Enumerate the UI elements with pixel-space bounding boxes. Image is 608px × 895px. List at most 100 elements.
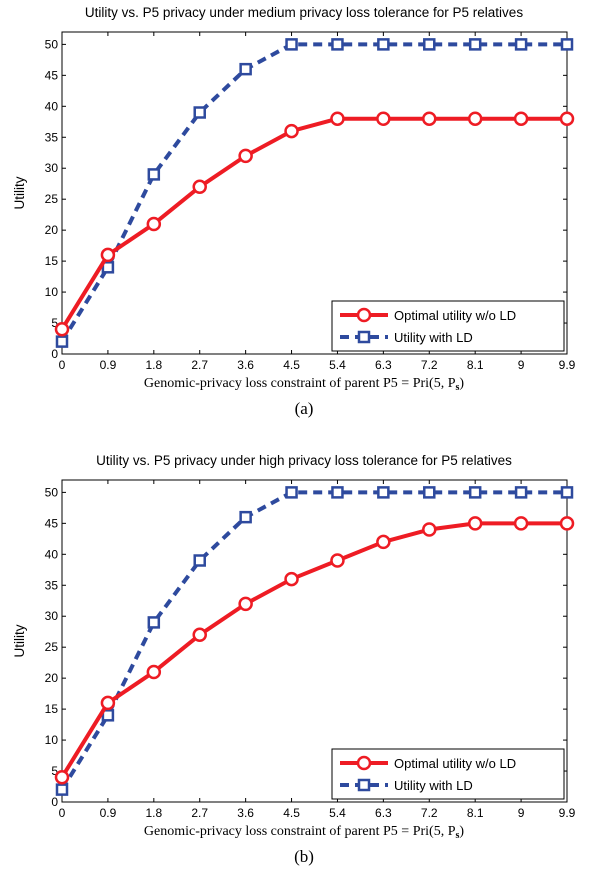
y-tick-label: 10 [45,285,59,299]
y-tick-label: 0 [51,795,58,809]
data-point-with-ld [55,335,69,348]
x-tick-label: 8.1 [467,806,484,820]
legend-label: Optimal utility w/o LD [394,308,516,323]
data-point-with-ld [560,38,574,51]
chart-b: Utility vs. P5 privacy under high privac… [12,453,576,866]
legend-marker [356,307,372,323]
x-tick-label: 8.1 [467,358,484,372]
series-line-optimal [60,521,567,779]
y-tick-label: 5 [51,316,58,330]
y-axis-label: Utility [12,624,27,657]
plot-area [61,31,568,355]
y-tick-label: 15 [45,702,59,716]
data-point-optimal [422,111,437,126]
legend-box [331,748,565,800]
y-tick-label: 15 [45,254,59,268]
series-line-with-ld [60,42,567,343]
chart-title: Utility vs. P5 privacy under medium priv… [85,5,523,20]
chart-a: Utility vs. P5 privacy under medium priv… [12,5,576,418]
data-point-with-ld [285,486,298,499]
data-point-with-ld [423,38,436,51]
legend-marker [357,330,371,344]
data-point-optimal [376,534,391,550]
data-point-optimal [376,111,391,126]
x-tick-label: 5.4 [329,358,346,372]
x-tick-label: 0.9 [100,358,117,372]
x-tick-label: 0 [59,358,66,372]
legend: Optimal utility w/o LD Utility with LD [331,748,565,800]
data-point-optimal [513,111,529,126]
data-point-with-ld [101,709,115,722]
data-point-with-ld [55,783,69,796]
y-tick-label: 40 [45,99,59,113]
data-point-with-ld [514,486,528,499]
data-point-optimal [330,553,345,568]
x-tick-label: 0 [59,806,66,820]
data-point-optimal [284,571,299,587]
legend-box [331,300,565,352]
x-tick-label: 9 [518,358,525,372]
x-tick-label: 7.2 [421,358,438,372]
x-tick-label: 5.4 [329,806,346,820]
data-point-optimal [467,516,483,531]
data-point-optimal [100,695,116,711]
chart-caption: (b) [294,847,314,866]
data-point-optimal [54,769,70,785]
x-tick-label: 3.6 [237,358,254,372]
data-point-optimal [238,596,253,612]
data-point-with-ld [331,38,344,51]
chart-title: Utility vs. P5 privacy under high privac… [96,453,512,468]
y-tick-label: 50 [45,37,59,51]
data-point-with-ld [239,510,252,524]
data-point-optimal [146,216,162,232]
y-tick-label: 45 [45,516,59,530]
data-point-with-ld [468,38,482,51]
y-tick-label: 20 [45,671,59,685]
data-point-with-ld [377,38,390,51]
data-point-with-ld [423,486,436,499]
data-point-with-ld [285,38,298,51]
y-tick-label: 5 [51,764,58,778]
y-tick-label: 20 [45,223,59,237]
x-tick-label: 4.5 [283,358,300,372]
x-tick-label: 6.3 [375,806,392,820]
y-tick-label: 25 [45,640,59,654]
data-point-with-ld [468,486,482,499]
x-axis-label: Genomic-privacy loss constraint of paren… [144,824,464,841]
legend-marker [356,755,372,771]
y-tick-label: 40 [45,547,59,561]
y-tick-label: 25 [45,192,59,206]
y-tick-label: 30 [45,161,59,175]
x-tick-label: 9 [518,806,525,820]
x-tick-label: 9.9 [559,358,576,372]
x-tick-label: 3.6 [237,806,254,820]
y-tick-label: 30 [45,609,59,623]
x-tick-label: 9.9 [559,806,576,820]
series-line-with-ld [60,490,567,791]
data-point-optimal [238,148,253,164]
data-point-optimal [513,516,529,531]
legend-label: Optimal utility w/o LD [394,756,516,771]
legend-label: Utility with LD [394,330,473,345]
x-tick-label: 2.7 [191,806,208,820]
data-point-optimal [422,522,437,537]
data-point-optimal [467,111,483,126]
data-point-with-ld [147,616,161,629]
data-point-with-ld [193,106,206,119]
y-tick-label: 35 [45,578,59,592]
data-point-with-ld [101,261,115,274]
y-tick-label: 0 [51,347,58,361]
data-point-with-ld [560,486,574,499]
data-point-optimal [330,111,345,126]
x-tick-label: 4.5 [283,806,300,820]
y-tick-label: 10 [45,733,59,747]
legend-label: Utility with LD [394,778,473,793]
x-axis-label: Genomic-privacy loss constraint of paren… [144,376,464,393]
data-point-optimal [100,247,116,263]
data-point-with-ld [331,486,344,499]
y-tick-label: 45 [45,68,59,82]
data-point-optimal [146,664,162,680]
data-point-with-ld [377,486,390,499]
x-tick-label: 7.2 [421,806,438,820]
x-tick-label: 6.3 [375,358,392,372]
